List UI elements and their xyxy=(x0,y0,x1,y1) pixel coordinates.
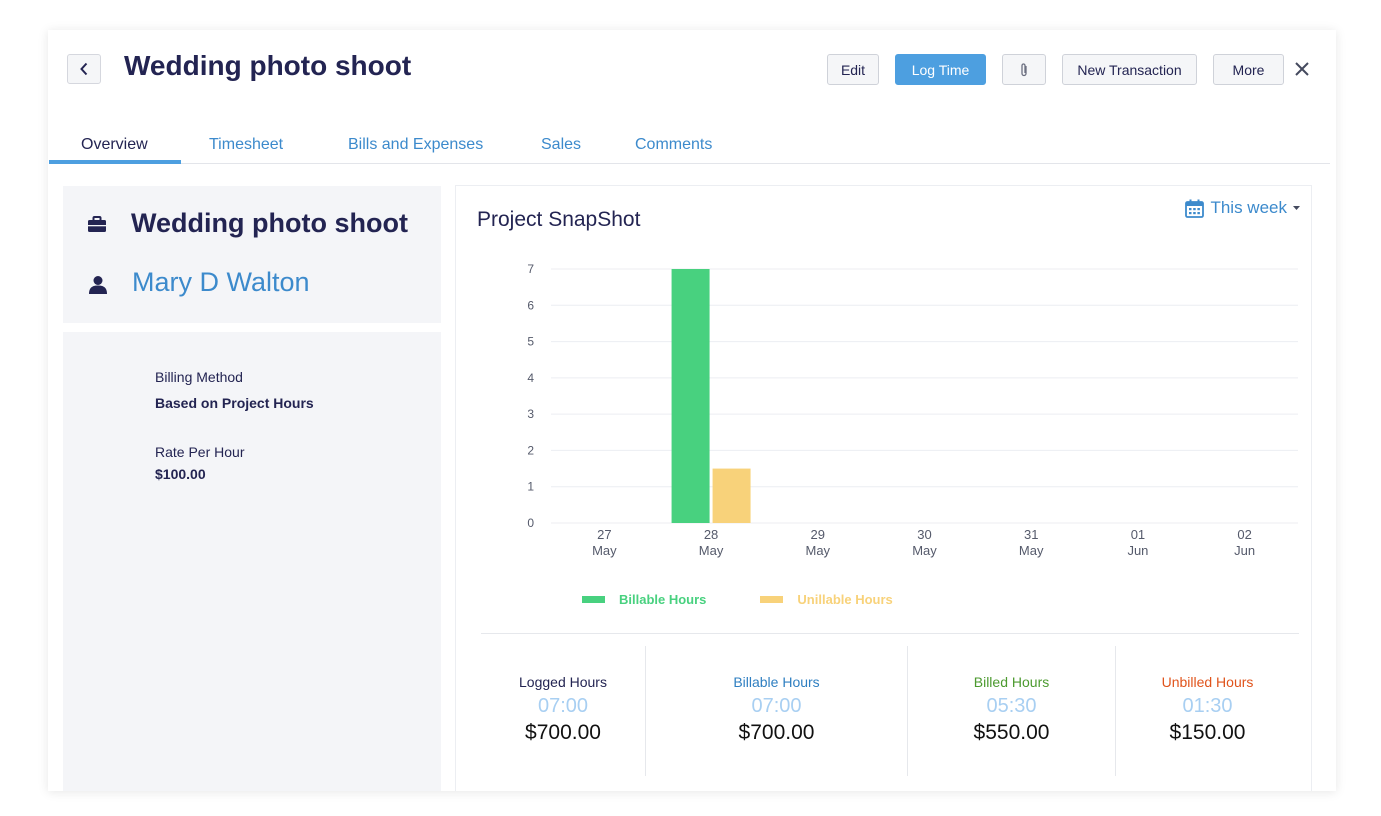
summary-logged-hours: Logged Hours 07:00 $700.00 xyxy=(481,646,645,776)
y-tick-label: 0 xyxy=(527,516,534,530)
tab-comments[interactable]: Comments xyxy=(635,136,713,153)
stat-label: Unbilled Hours xyxy=(1161,674,1254,690)
new-transaction-button[interactable]: New Transaction xyxy=(1062,54,1197,85)
person-icon xyxy=(89,276,107,294)
rate-per-hour-label: Rate Per Hour xyxy=(155,444,245,460)
calendar-icon xyxy=(1185,199,1205,218)
tab-bar: Overview Timesheet Bills and Expenses Sa… xyxy=(49,127,1330,164)
stat-amount: $150.00 xyxy=(1169,721,1246,744)
close-button[interactable] xyxy=(1290,57,1314,81)
x-tick-label: 29 xyxy=(811,527,825,542)
edit-button[interactable]: Edit xyxy=(827,54,879,85)
paperclip-icon xyxy=(1021,62,1027,76)
snapshot-title: Project SnapShot xyxy=(477,208,641,231)
x-tick-label: May xyxy=(806,543,831,558)
log-time-button[interactable]: Log Time xyxy=(895,54,986,85)
stat-time: 07:00 xyxy=(751,695,802,717)
y-tick-label: 2 xyxy=(527,443,534,457)
summary-billable-hours: Billable Hours 07:00 $700.00 xyxy=(645,646,907,776)
y-tick-label: 5 xyxy=(527,335,534,349)
toolbar: Edit Log Time New Transaction More xyxy=(827,54,1284,85)
bar-unbillable xyxy=(712,468,751,523)
billing-details-panel: Billing Method Based on Project Hours Ra… xyxy=(63,332,441,791)
summary-unbilled-hours: Unbilled Hours 01:30 $150.00 xyxy=(1115,646,1299,776)
x-tick-label: May xyxy=(912,543,937,558)
stat-time: 05:30 xyxy=(986,695,1037,717)
billing-method-label: Billing Method xyxy=(155,369,243,385)
tab-sales[interactable]: Sales xyxy=(541,136,582,153)
x-tick-label: 28 xyxy=(704,527,718,542)
bar-billable xyxy=(671,269,710,523)
summary-billed-hours: Billed Hours 05:30 $550.00 xyxy=(907,646,1115,776)
project-name: Wedding photo shoot xyxy=(131,208,408,238)
x-tick-label: 01 xyxy=(1131,527,1145,542)
x-tick-label: Jun xyxy=(1234,543,1255,558)
x-tick-label: 30 xyxy=(917,527,931,542)
tab-bills-and-expenses[interactable]: Bills and Expenses xyxy=(348,136,484,153)
stat-amount: $550.00 xyxy=(973,721,1050,744)
y-tick-label: 1 xyxy=(527,480,534,494)
legend-item-unbillable: Unillable Hours xyxy=(760,592,893,607)
project-snapshot-panel: Project SnapShot This week 0 1 2 3 4 5 6 7 27 May… xyxy=(455,185,1312,791)
project-summary-panel: Wedding photo shoot Mary D Walton xyxy=(63,186,441,323)
hours-summary: Logged Hours 07:00 $700.00 Billable Hour… xyxy=(481,646,1299,776)
period-label: This week xyxy=(1210,198,1287,217)
legend-swatch-billable xyxy=(582,596,605,603)
y-tick-label: 4 xyxy=(527,371,534,385)
stat-amount: $700.00 xyxy=(525,721,601,744)
attach-button[interactable] xyxy=(1002,54,1046,85)
y-tick-label: 6 xyxy=(527,298,534,312)
page-title: Wedding photo shoot xyxy=(124,50,412,81)
hours-bar-chart: 0123456727May28May29May30May31May01Jun02… xyxy=(527,262,1298,558)
rate-per-hour-value: $100.00 xyxy=(155,466,206,482)
x-tick-label: May xyxy=(699,543,724,558)
x-tick-label: 31 xyxy=(1024,527,1038,542)
y-tick-label: 3 xyxy=(527,407,534,421)
summary-divider xyxy=(481,633,1299,634)
close-icon xyxy=(1295,62,1309,76)
stat-label: Billable Hours xyxy=(733,674,820,690)
y-tick-label: 7 xyxy=(527,262,534,276)
client-name-link[interactable]: Mary D Walton xyxy=(132,267,310,297)
briefcase-icon xyxy=(88,216,106,232)
x-tick-label: May xyxy=(592,543,617,558)
stat-time: 07:00 xyxy=(537,695,589,717)
x-tick-label: Jun xyxy=(1127,543,1148,558)
period-dropdown[interactable]: This week xyxy=(1185,198,1300,218)
legend-label-unbillable: Unillable Hours xyxy=(797,592,893,607)
x-tick-label: 02 xyxy=(1237,527,1251,542)
chevron-left-icon xyxy=(80,62,88,76)
back-button[interactable] xyxy=(67,54,101,84)
stat-time: 01:30 xyxy=(1182,695,1233,717)
stat-label: Logged Hours xyxy=(519,674,607,690)
caret-down-icon xyxy=(1293,205,1300,210)
more-button[interactable]: More xyxy=(1213,54,1284,85)
tab-timesheet[interactable]: Timesheet xyxy=(209,136,284,153)
tab-overview[interactable]: Overview xyxy=(81,136,148,153)
stat-amount: $700.00 xyxy=(738,721,815,744)
x-tick-label: 27 xyxy=(597,527,611,542)
billing-method-value: Based on Project Hours xyxy=(155,395,314,411)
legend-item-billable: Billable Hours xyxy=(582,592,706,607)
stat-label: Billed Hours xyxy=(973,674,1050,690)
chart-legend: Billable Hours Unillable Hours xyxy=(582,592,893,607)
active-tab-indicator xyxy=(49,160,181,164)
legend-swatch-unbillable xyxy=(760,596,784,603)
legend-label-billable: Billable Hours xyxy=(619,592,707,607)
project-detail-card: Wedding photo shoot Edit Log Time New Tr… xyxy=(48,30,1336,791)
x-tick-label: May xyxy=(1019,543,1044,558)
